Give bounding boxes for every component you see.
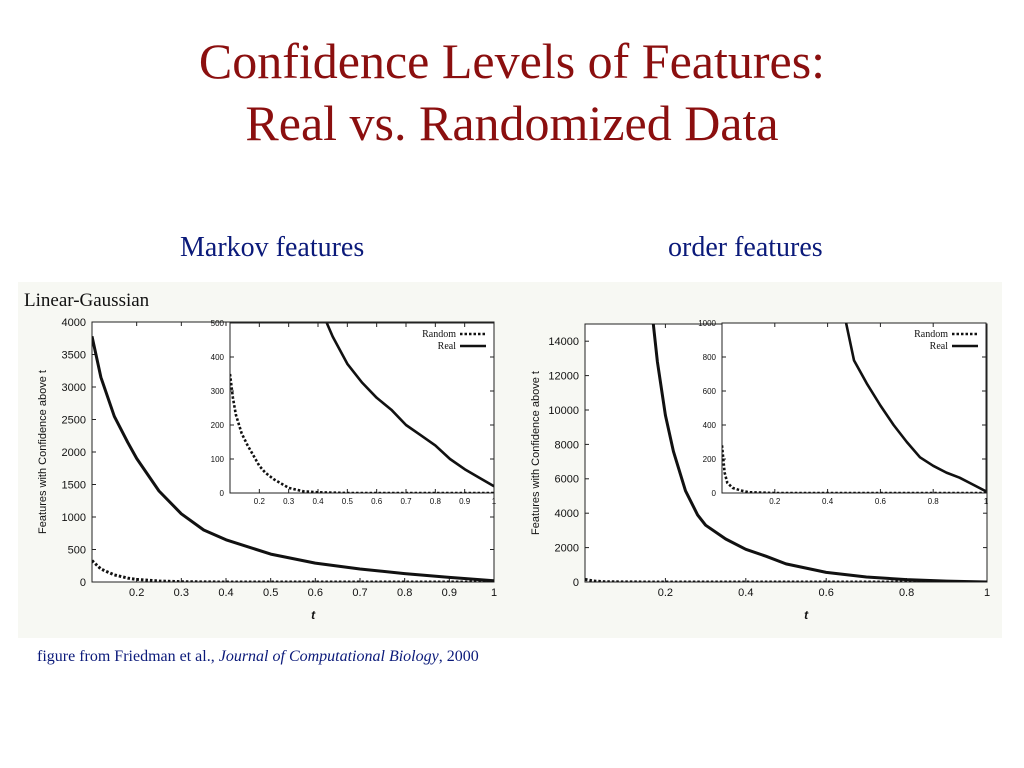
figure-svg: Linear-Gaussian 0.2 0.3 0.4 0.5 0.6 0.7 0.8 0.9… [24, 290, 990, 622]
figure-panel: Linear-Gaussian 0.2 0.3 0.4 0.5 0.6 0.7 0.8 0.9… [18, 282, 1002, 638]
y-tick-label: 400 [703, 421, 717, 430]
x-tick-label: 0.6 [308, 587, 323, 599]
series-random [92, 559, 494, 582]
x-tick-label: 0.4 [738, 587, 753, 599]
y-axis-label: Features with Confidence above t [37, 370, 49, 534]
x-tick-label: 1 [984, 587, 990, 599]
x-tick-label: 0.9 [442, 587, 457, 599]
caption-suffix: , 2000 [438, 648, 479, 665]
y-tick-label: 6000 [555, 474, 579, 486]
y-tick-label: 100 [211, 455, 225, 464]
series-real [844, 323, 986, 493]
y-tick-label: 12000 [548, 370, 579, 382]
y-tick-label: 1500 [62, 479, 86, 491]
y-tick-label: 1000 [698, 319, 716, 328]
y-tick-label: 3500 [62, 349, 86, 361]
series-random [230, 373, 494, 493]
y-tick-label: 400 [211, 353, 225, 362]
x-tick-label: 0.8 [899, 587, 914, 599]
x-tick-label: 0.2 [769, 497, 781, 506]
x-tick-label: 0.6 [875, 497, 887, 506]
x-tick-label: 0.4 [312, 497, 324, 506]
series-real [92, 335, 494, 582]
y-tick-label: 0 [220, 489, 225, 498]
x-tick-label: 0.7 [400, 497, 412, 506]
x-tick-label: 1 [984, 497, 989, 506]
x-tick-label: 1 [492, 497, 497, 506]
y-tick-label: 3000 [62, 382, 86, 394]
y-tick-label: 200 [211, 421, 225, 430]
x-tick-label: 0.6 [371, 497, 383, 506]
y-tick-label: 4000 [62, 317, 86, 329]
x-tick-label: 0.9 [459, 497, 471, 506]
series-real [651, 324, 987, 582]
caption-prefix: figure from Friedman et al., [37, 648, 219, 665]
chart-markov-inset: 0.2 0.3 0.4 0.5 0.6 0.7 0.8 0.9 1 0 100 200 300 400 50… [211, 319, 497, 506]
y-tick-label: 600 [703, 387, 717, 396]
x-tick-label: 0.2 [129, 587, 144, 599]
x-tick-label: 0.8 [928, 497, 940, 506]
x-tick-label: 0.5 [263, 587, 278, 599]
plot-frame [229, 322, 495, 494]
x-tick-label: 0.3 [283, 497, 295, 506]
x-tick-label: 0.8 [397, 587, 412, 599]
x-tick-label: 0.3 [174, 587, 189, 599]
y-tick-label: 800 [703, 353, 717, 362]
y-tick-label: 2500 [62, 414, 86, 426]
y-tick-label: 2000 [62, 447, 86, 459]
x-tick-label: 0.6 [819, 587, 834, 599]
x-tick-label: 0.7 [352, 587, 367, 599]
legend-label-real: Real [930, 341, 949, 352]
figure-caption: figure from Friedman et al., Journal of … [37, 648, 479, 666]
subhead-markov: Markov features [180, 232, 365, 263]
figure-heading: Linear-Gaussian [24, 290, 150, 311]
y-tick-label: 200 [703, 455, 717, 464]
y-tick-label: 14000 [548, 336, 579, 348]
legend-label-random: Random [422, 329, 456, 340]
y-tick-label: 0 [80, 577, 86, 589]
x-tick-label: 0.2 [254, 497, 266, 506]
title-line-2: Real vs. Randomized Data [245, 95, 779, 151]
y-tick-label: 0 [712, 489, 717, 498]
y-tick-label: 10000 [548, 405, 579, 417]
caption-journal: Journal of Computational Biology [218, 648, 439, 665]
title-line-1: Confidence Levels of Features: [198, 33, 826, 89]
y-tick-label: 8000 [555, 439, 579, 451]
x-tick-label: 0.2 [658, 587, 673, 599]
plot-frame [721, 322, 987, 494]
x-tick-label: 0.4 [822, 497, 834, 506]
y-tick-label: 300 [211, 387, 225, 396]
subhead-order: order features [668, 232, 823, 263]
y-tick-label: 2000 [555, 542, 579, 554]
y-tick-label: 4000 [555, 508, 579, 520]
y-tick-label: 500 [68, 544, 86, 556]
x-tick-label: 0.5 [342, 497, 354, 506]
y-axis-label: Features with Confidence above t [530, 371, 542, 535]
y-tick-label: 1000 [62, 512, 86, 524]
y-tick-label: 500 [211, 319, 225, 328]
legend-label-random: Random [914, 329, 948, 340]
x-axis-label: t [311, 608, 316, 622]
slide-title: Confidence Levels of Features: Real vs. … [0, 30, 1024, 154]
legend-label-real: Real [438, 341, 457, 352]
x-tick-label: 1 [491, 587, 497, 599]
x-tick-label: 0.8 [430, 497, 442, 506]
x-axis-label: t [804, 608, 809, 622]
x-tick-label: 0.4 [218, 587, 233, 599]
y-tick-label: 0 [573, 577, 579, 589]
series-real [325, 323, 494, 488]
